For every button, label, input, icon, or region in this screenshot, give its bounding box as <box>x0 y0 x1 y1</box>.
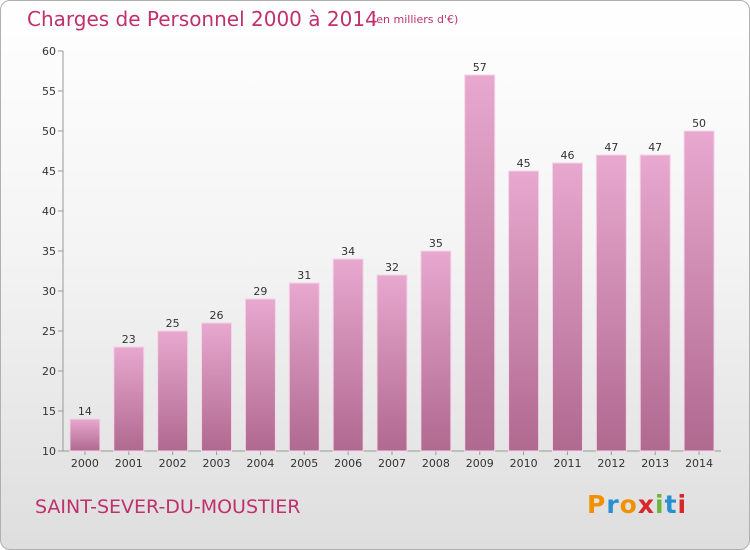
x-tick-label: 2012 <box>597 457 625 470</box>
bar-2009 <box>464 74 496 452</box>
bar-2014 <box>683 130 715 452</box>
bar-2004 <box>244 298 276 452</box>
value-label: 50 <box>692 117 706 130</box>
commune-name: SAINT-SEVER-DU-MOUSTIER <box>35 496 301 518</box>
y-tick-label: 35 <box>42 245 56 258</box>
bar-2001 <box>113 346 145 452</box>
value-label: 26 <box>210 309 224 322</box>
logo-letter: r <box>606 490 620 519</box>
value-label: 47 <box>604 141 618 154</box>
y-tick-label: 10 <box>42 445 56 458</box>
y-tick-label: 15 <box>42 405 56 418</box>
bar-2005 <box>288 282 320 452</box>
value-label: 25 <box>166 317 180 330</box>
bar-2013 <box>639 154 671 452</box>
value-label: 35 <box>429 237 443 250</box>
y-tick-label: 45 <box>42 165 56 178</box>
value-label: 31 <box>297 269 311 282</box>
y-tick-label: 40 <box>42 205 56 218</box>
value-label: 23 <box>122 333 136 346</box>
logo-letter: x <box>637 490 655 519</box>
value-label: 14 <box>78 405 92 418</box>
value-label: 57 <box>473 61 487 74</box>
bars-group <box>69 74 715 452</box>
chart-unit-subtitle: (en milliers d'€) <box>372 13 459 26</box>
value-label: 45 <box>517 157 531 170</box>
bar-2000 <box>69 418 101 452</box>
logo-letter: t <box>664 490 678 519</box>
y-tick-label: 20 <box>42 365 56 378</box>
x-tick-label: 2005 <box>290 457 318 470</box>
x-tick-label: 2011 <box>553 457 581 470</box>
value-label: 32 <box>385 261 399 274</box>
y-tick-label: 50 <box>42 125 56 138</box>
chart-axes: 10 15 20 25 30 35 40 45 50 55 60 2000 2001 2002 2003 20… <box>42 45 721 470</box>
x-tick-label: 2008 <box>422 457 450 470</box>
logo-letter: i <box>677 490 688 519</box>
chart-title: Charges de Personnel 2000 à 2014 <box>27 7 378 31</box>
x-tick-label: 2004 <box>246 457 274 470</box>
value-labels-group: 14 23 25 26 29 31 34 32 35 57 45 46 47 47 50 <box>78 61 706 418</box>
bar-2011 <box>551 162 583 452</box>
y-tick-label: 30 <box>42 285 56 298</box>
bar-2012 <box>595 154 627 452</box>
proxiti-logo: Proxiti <box>587 490 687 519</box>
x-tick-label: 2003 <box>203 457 231 470</box>
x-tick-label: 2001 <box>115 457 143 470</box>
bar-2010 <box>508 170 540 452</box>
x-tick-label: 2007 <box>378 457 406 470</box>
bar-2006 <box>332 258 364 452</box>
x-tick-label: 2013 <box>641 457 669 470</box>
value-label: 29 <box>253 285 267 298</box>
y-tick-label: 55 <box>42 85 56 98</box>
x-tick-label: 2014 <box>685 457 713 470</box>
y-tick-label: 60 <box>42 45 56 58</box>
x-tick-label: 2000 <box>71 457 99 470</box>
x-tick-label: 2010 <box>510 457 538 470</box>
x-tick-label: 2006 <box>334 457 362 470</box>
y-tick-label: 25 <box>42 325 56 338</box>
bar-2007 <box>376 274 408 452</box>
bar-2003 <box>201 322 233 452</box>
bar-2008 <box>420 250 452 452</box>
bar-2002 <box>157 330 189 452</box>
value-label: 34 <box>341 245 355 258</box>
value-label: 47 <box>648 141 662 154</box>
logo-letter: i <box>655 490 665 519</box>
x-tick-label: 2009 <box>466 457 494 470</box>
logo-letter: P <box>587 490 607 519</box>
x-tick-label: 2002 <box>159 457 187 470</box>
value-label: 46 <box>560 149 574 162</box>
logo-letter: o <box>619 490 638 519</box>
